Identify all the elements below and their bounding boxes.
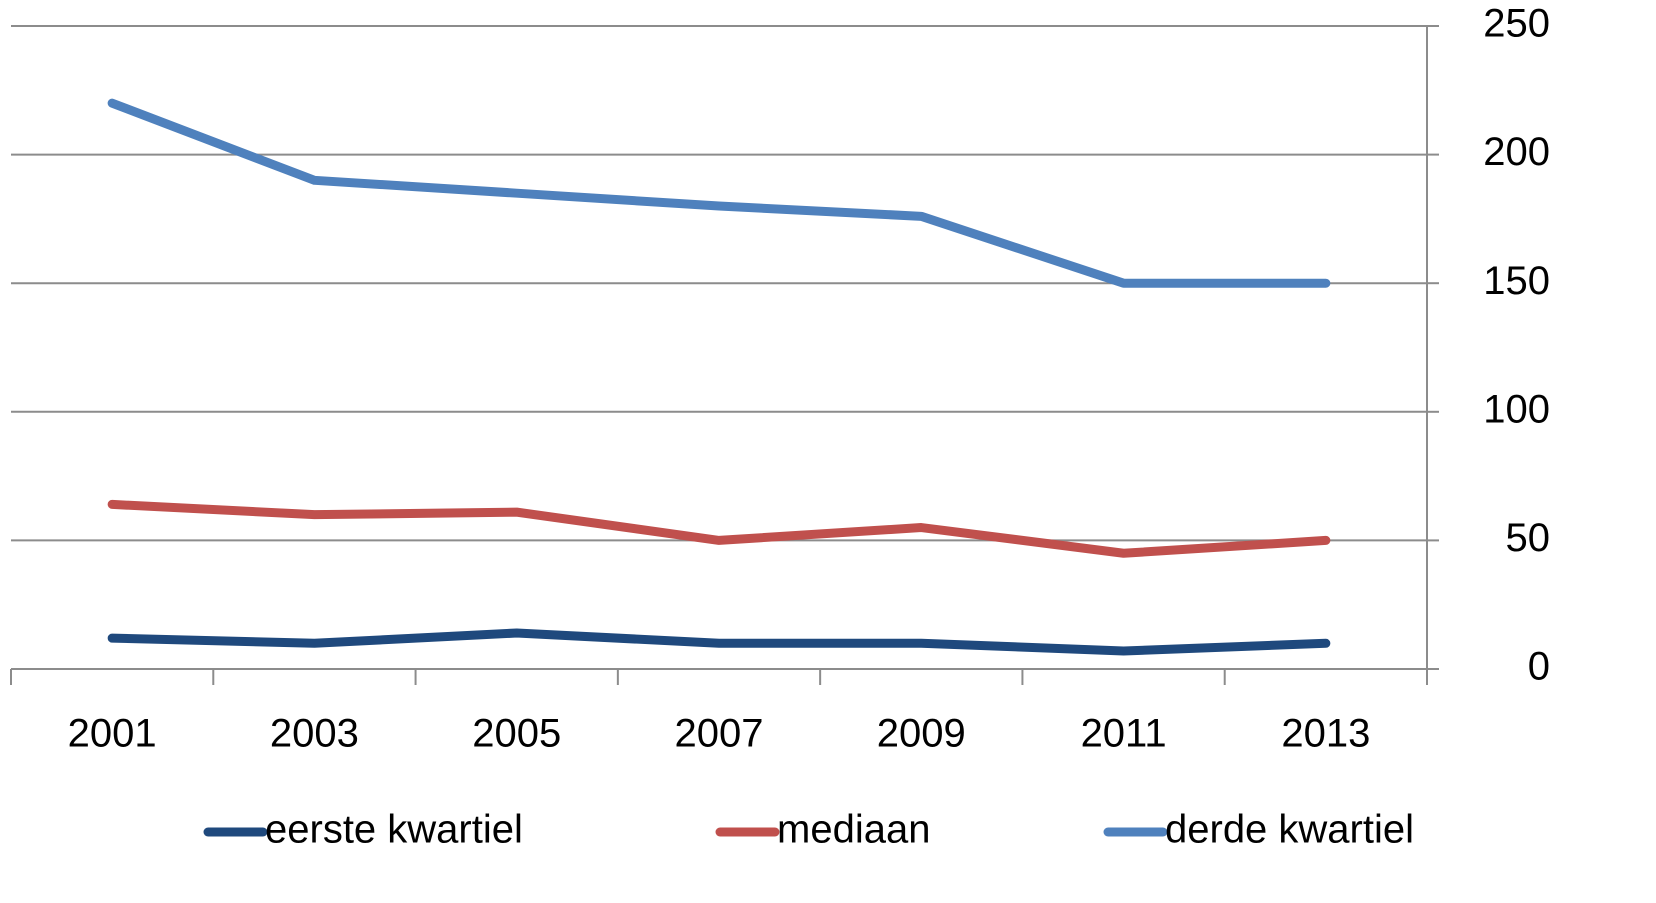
x-tick-label: 2011 <box>1081 712 1167 756</box>
y-tick-label: 150 <box>1483 259 1550 303</box>
series-line <box>107 628 1331 656</box>
x-tick-label: 2003 <box>270 712 359 756</box>
y-tick-label: 50 <box>1506 516 1551 560</box>
legend-label: derde kwartiel <box>1165 808 1414 852</box>
y-tick-label: 200 <box>1483 130 1550 174</box>
legend-label: eerste kwartiel <box>265 808 523 852</box>
legend-label: mediaan <box>777 808 930 852</box>
y-tick-label: 0 <box>1528 645 1550 689</box>
x-tick-label: 2007 <box>675 712 764 756</box>
x-tick-label: 2009 <box>877 712 966 756</box>
x-tick-label: 2001 <box>68 712 157 756</box>
series-line <box>107 98 1331 288</box>
x-tick-label: 2005 <box>472 712 561 756</box>
series-line <box>107 499 1331 558</box>
x-tick-label: 2013 <box>1281 712 1370 756</box>
y-tick-label: 100 <box>1483 387 1550 431</box>
y-tick-label: 250 <box>1483 2 1550 46</box>
